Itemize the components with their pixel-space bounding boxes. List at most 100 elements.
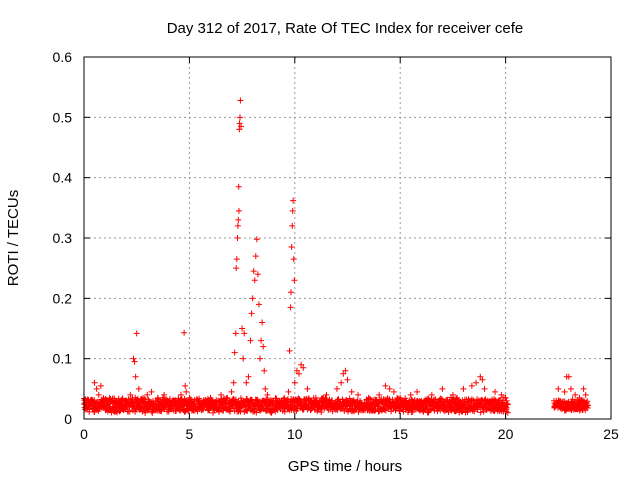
data-point [555,385,562,392]
data-point [553,397,560,404]
data-point [135,385,142,392]
data-point [233,265,240,272]
data-point [300,364,307,371]
data-point [250,268,257,275]
data-point [504,409,511,416]
y-tick-label: 0.6 [53,49,73,65]
data-point [234,222,241,229]
data-point [257,355,264,362]
data-point [223,395,230,402]
data-point [355,391,362,398]
data-point [458,408,465,415]
y-tick-label: 0 [64,411,72,427]
data-point [419,401,426,408]
data-point [491,396,498,403]
data-point [473,379,480,386]
data-point [338,379,345,386]
data-point [567,385,574,392]
data-point [318,409,325,416]
data-point [503,405,510,412]
data-point [91,379,98,386]
data-point [296,370,303,377]
data-point [161,391,168,398]
data-point [239,325,246,332]
data-point [131,358,138,365]
data-point [290,197,297,204]
data-point [289,207,296,214]
data-point [228,388,235,395]
data-point [582,391,589,398]
data-point [427,406,434,413]
data-point [262,385,269,392]
data-point [470,397,477,404]
data-point [477,409,484,416]
data-point [291,379,298,386]
data-point [234,235,241,241]
data-point [99,397,106,404]
data-point [245,373,252,380]
data-point [258,337,265,344]
data-point [238,123,245,130]
x-axis-ticks: 0 5 10 15 20 25 [80,57,619,442]
data-point [498,391,505,398]
data-point [261,367,268,374]
data-point [149,409,156,416]
x-tick-label: 25 [603,426,619,442]
data-point [182,382,189,389]
data-point [248,310,255,317]
y-tick-label: 0.3 [53,230,73,246]
data-point [293,367,300,374]
data-point [304,385,311,392]
data-point [126,408,133,415]
data-point [288,289,295,296]
data-point [580,385,587,392]
data-point [93,385,100,392]
data-point [133,330,140,337]
data-point [397,394,404,401]
data-point [87,397,94,404]
y-tick-label: 0.5 [53,109,73,125]
data-point [481,385,488,392]
data-point [386,385,393,392]
data-point [502,394,509,401]
data-point [127,391,134,398]
data-point [130,355,137,362]
data-point [340,370,347,377]
data-point [241,330,248,337]
data-point [233,256,240,263]
data-point [396,407,403,414]
data-point [183,388,190,395]
data-point [504,401,511,408]
data-point [294,405,301,412]
data-point [288,244,295,251]
y-axis-ticks: 0 0.1 0.2 0.3 0.4 0.5 0.6 [53,49,611,427]
data-point [182,397,189,404]
data-point [281,408,288,415]
data-point [235,183,242,190]
data-point [236,114,243,121]
data-point [240,355,247,362]
data-point [284,396,291,403]
data-point [181,329,188,336]
grid-lines [84,57,611,419]
plot-frame [83,56,612,420]
data-point [503,397,510,404]
data-point [132,408,139,415]
data-point [255,301,262,308]
data-point [468,382,475,389]
data-point [439,385,446,392]
y-tick-label: 0.2 [53,290,73,306]
data-point [244,407,251,414]
data-point [177,391,184,398]
data-point [376,391,383,398]
data-point [232,330,239,337]
data-point [235,207,242,214]
data-point [479,376,486,383]
data-point [287,304,294,311]
data-point [390,388,397,395]
data-point [407,391,414,398]
data-point [185,408,192,415]
y-axis-label: ROTI / TECUs [5,190,22,286]
data-point [253,409,260,416]
data-point [270,397,277,404]
